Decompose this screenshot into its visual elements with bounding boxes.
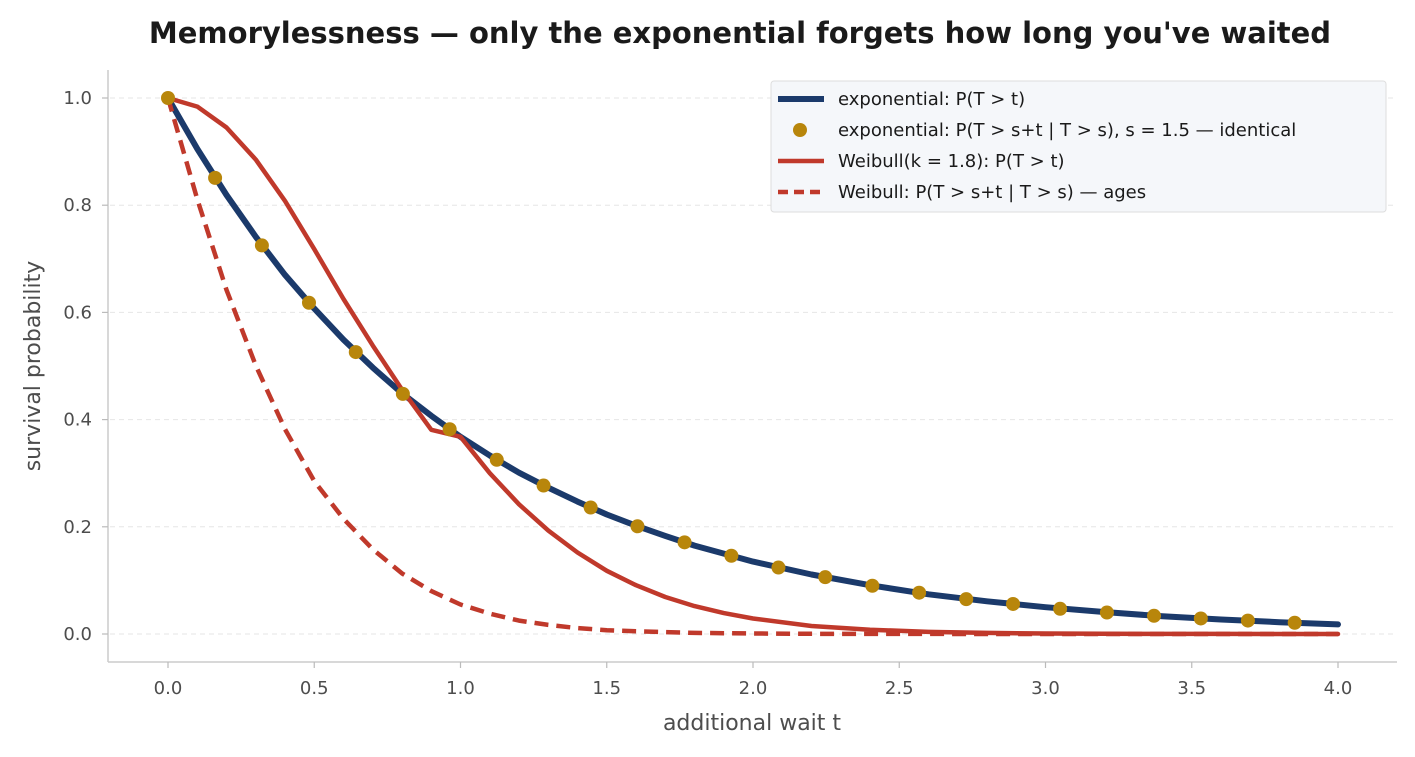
x-tick-label-5: 2.5: [885, 678, 914, 699]
y-tick-label-1: 0.2: [63, 517, 92, 538]
y-tick-label-4: 0.8: [63, 195, 92, 216]
x-axis-label: additional wait t: [663, 711, 841, 736]
legend-label-0: exponential: P(T > t): [838, 89, 1025, 110]
x-ticks: 0.0 0.5 1.0 1.5 2.0 2.5 3.0 3.5 4.0: [154, 662, 1353, 699]
data-point-18: [1006, 596, 1021, 611]
legend-label-1: exponential: P(T > s+t | T > s), s = 1.5…: [838, 120, 1296, 141]
data-point-16: [912, 585, 927, 600]
legend-label-3: Weibull: P(T > s+t | T > s) — ages: [838, 182, 1146, 203]
series-exponential-conditional-markers: [161, 91, 1302, 630]
y-axis-label: survival probability: [21, 261, 46, 472]
data-point-19: [1053, 601, 1068, 616]
y-tick-label-0: 0.0: [63, 624, 92, 645]
data-point-9: [583, 500, 598, 515]
data-point-6: [442, 422, 457, 437]
data-point-5: [395, 386, 410, 401]
x-tick-label-7: 3.5: [1177, 678, 1206, 699]
x-tick-label-8: 4.0: [1324, 678, 1353, 699]
data-point-15: [865, 578, 880, 593]
data-point-12: [724, 548, 739, 563]
legend-swatch-1: [793, 123, 807, 137]
x-tick-label-6: 3.0: [1031, 678, 1060, 699]
data-point-23: [1240, 613, 1255, 628]
x-tick-label-4: 2.0: [739, 678, 768, 699]
chart-title: Memorylessness — only the exponential fo…: [149, 16, 1331, 50]
data-point-7: [489, 452, 504, 467]
data-point-14: [818, 570, 833, 585]
data-point-0: [161, 91, 175, 105]
x-tick-label-1: 0.5: [300, 678, 329, 699]
legend: exponential: P(T > t) exponential: P(T > …: [770, 80, 1387, 213]
data-point-4: [348, 345, 363, 360]
data-point-21: [1147, 608, 1162, 623]
data-point-8: [536, 478, 551, 493]
y-tick-label-3: 0.6: [63, 302, 92, 323]
data-point-11: [677, 535, 692, 550]
data-point-17: [959, 592, 974, 607]
x-tick-label-3: 1.5: [592, 678, 621, 699]
x-tick-label-0: 0.0: [154, 678, 183, 699]
x-tick-label-2: 1.0: [446, 678, 475, 699]
series-exponential-line: [165, 95, 1341, 628]
y-tick-label-5: 1.0: [63, 88, 92, 109]
legend-box: [770, 80, 1387, 213]
data-point-22: [1193, 611, 1208, 626]
data-point-24: [1287, 615, 1302, 630]
series-weibull-conditional-line: [165, 97, 1338, 637]
legend-label-2: Weibull(k = 1.8): P(T > t): [838, 151, 1065, 172]
y-ticks: 0.0 0.2 0.4 0.6 0.8 1.0: [63, 88, 108, 645]
data-point-20: [1099, 605, 1114, 620]
data-point-10: [630, 519, 645, 534]
data-point-3: [301, 295, 316, 310]
y-tick-label-2: 0.4: [63, 410, 92, 431]
data-point-13: [771, 560, 786, 575]
data-point-2: [254, 238, 269, 253]
series-layer: [161, 91, 1341, 637]
data-point-1: [208, 170, 223, 185]
